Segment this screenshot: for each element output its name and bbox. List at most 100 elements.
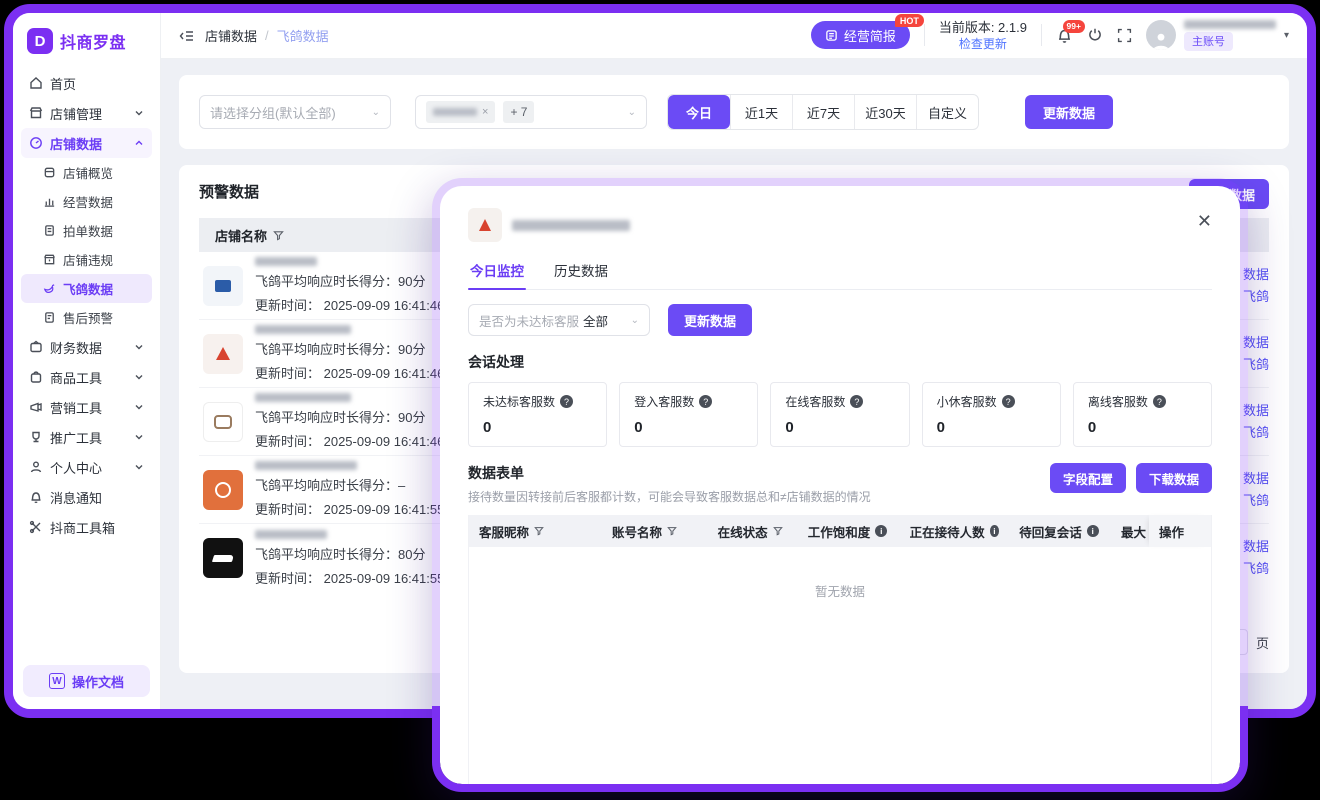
tag-close-icon[interactable]: ×	[482, 106, 489, 118]
agent-filter-select[interactable]: 是否为未达标客服 全部 ⌄	[468, 304, 650, 336]
action-link-feige[interactable]: 飞鸽	[1242, 425, 1269, 440]
sidebar-item-toolbox[interactable]: 抖商工具箱	[21, 512, 152, 542]
stat-card-logged-in: 登入客服数? 0	[619, 382, 759, 447]
col-online-status: 在线状态	[717, 525, 768, 540]
filter-funnel-icon[interactable]	[534, 526, 544, 536]
action-link-data[interactable]: 数据	[1242, 267, 1269, 282]
sidebar-item-aftersale-warning[interactable]: 售后预警	[21, 303, 152, 332]
sidebar-item-violation[interactable]: 店铺违规	[21, 245, 152, 274]
info-icon[interactable]: i	[989, 525, 1000, 537]
sidebar-item-home[interactable]: 首页	[21, 68, 152, 98]
sidebar-item-order-data[interactable]: 拍单数据	[21, 216, 152, 245]
sidebar-item-label: 营销工具	[50, 400, 103, 416]
sidebar-item-shop-manage[interactable]: 店铺管理	[21, 98, 152, 128]
blurred-shop-name	[255, 529, 327, 539]
sidebar-item-business-data[interactable]: 经营数据	[21, 187, 152, 216]
sidebar-item-goods-tools[interactable]: 商品工具	[21, 362, 152, 392]
tab-history-data[interactable]: 历史数据	[554, 264, 608, 279]
check-update-link[interactable]: 检查更新	[958, 37, 1007, 52]
action-link-data[interactable]: 数据	[1242, 335, 1269, 350]
modal-update-button[interactable]: 更新数据	[668, 304, 753, 336]
agent-table-body: 暂无数据	[469, 547, 1211, 784]
sidebar-item-shop-overview[interactable]: 店铺概览	[21, 158, 152, 187]
stat-value: 0	[634, 419, 643, 436]
action-link-feige[interactable]: 飞鸽	[1242, 357, 1269, 372]
session-section-title: 会话处理	[468, 354, 524, 370]
info-icon[interactable]: i	[875, 525, 888, 537]
app-title: 抖商罗盘	[60, 35, 127, 52]
pigeon-icon	[43, 282, 56, 295]
date-range-today[interactable]: 今日	[668, 95, 730, 129]
sidebar-item-personal-center[interactable]: 个人中心	[21, 452, 152, 482]
sidebar-item-promotion-tools[interactable]: 推广工具	[21, 422, 152, 452]
filter-funnel-icon[interactable]	[667, 526, 677, 536]
score-line: 飞鸽平均响应时长得分：90分	[255, 274, 426, 289]
sidebar-item-label: 售后预警	[63, 312, 114, 326]
megaphone-icon	[29, 400, 43, 414]
close-icon[interactable]: ✕	[1196, 211, 1212, 231]
shop-multiselect[interactable]: × + 7 ⌄	[415, 95, 647, 129]
modal-download-button[interactable]: 下载数据	[1135, 463, 1212, 493]
collapse-sidebar-icon[interactable]	[179, 29, 195, 43]
chevron-down-icon	[134, 462, 144, 472]
date-range-30d[interactable]: 近30天	[854, 95, 916, 129]
sidebar-item-label: 店铺数据	[50, 136, 103, 152]
sidebar-item-notifications[interactable]: 消息通知	[21, 482, 152, 512]
stat-label: 小休客服数	[936, 395, 997, 409]
breadcrumb-separator: /	[265, 28, 269, 43]
action-link-data[interactable]: 数据	[1242, 471, 1269, 486]
info-icon[interactable]: i	[1086, 525, 1099, 537]
help-icon[interactable]: ?	[850, 395, 864, 408]
sidebar-item-feige-data[interactable]: 飞鸽数据	[21, 274, 152, 303]
date-range-1d[interactable]: 近1天	[730, 95, 792, 129]
trophy-icon	[29, 430, 43, 444]
breadcrumb-parent[interactable]: 店铺数据	[205, 29, 258, 44]
filter-funnel-icon[interactable]	[772, 526, 783, 536]
field-config-button[interactable]: 字段配置	[1049, 463, 1126, 493]
feige-modal-frame: ✕ 今日监控 历史数据 是否为未达标客服 全部 ⌄ 更新数据 会话处理 未达标客服…	[432, 178, 1248, 792]
help-icon[interactable]: ?	[1001, 395, 1015, 408]
col-agent-nickname: 客服昵称	[479, 525, 530, 540]
sidebar-item-shop-data[interactable]: 店铺数据	[21, 128, 152, 158]
doc-w-icon: W	[48, 673, 65, 689]
sidebar-item-label: 消息通知	[50, 490, 103, 506]
action-link-data[interactable]: 数据	[1242, 403, 1269, 418]
account-menu[interactable]: 主账号 ▾	[1145, 19, 1289, 51]
blurred-username	[1183, 19, 1276, 29]
action-link-data[interactable]: 数据	[1242, 539, 1269, 554]
operation-docs-button[interactable]: W 操作文档	[23, 665, 150, 697]
date-range-custom[interactable]: 自定义	[916, 95, 978, 129]
col-pending-replies: 待回复会话	[1019, 525, 1082, 540]
action-link-feige[interactable]: 飞鸽	[1242, 289, 1269, 304]
bag-icon	[29, 370, 43, 384]
sidebar-item-finance[interactable]: 财务数据	[21, 332, 152, 362]
date-range-7d[interactable]: 近7天	[792, 95, 854, 129]
score-line: 飞鸽平均响应时长得分：90分	[255, 410, 426, 425]
group-select-placeholder: 请选择分组(默认全部)	[210, 105, 336, 121]
action-link-feige[interactable]: 飞鸽	[1242, 493, 1269, 508]
report-icon	[826, 30, 837, 41]
help-icon[interactable]: ?	[699, 395, 713, 408]
stat-value: 0	[1087, 419, 1097, 436]
chevron-down-icon	[134, 402, 144, 412]
sidebar-item-marketing-tools[interactable]: 营销工具	[21, 392, 152, 422]
gauge-icon	[29, 136, 43, 150]
feige-modal: ✕ 今日监控 历史数据 是否为未达标客服 全部 ⌄ 更新数据 会话处理 未达标客服…	[440, 186, 1240, 784]
stat-value: 0	[785, 419, 794, 436]
filter-funnel-icon[interactable]	[273, 230, 284, 241]
help-icon[interactable]: ?	[1152, 395, 1166, 408]
time-line: 更新时间： 2025-09-09 16:41:46	[255, 366, 445, 381]
sidebar-item-label: 个人中心	[50, 460, 103, 476]
account-type-badge: 主账号	[1183, 31, 1233, 51]
group-select[interactable]: 请选择分组(默认全部) ⌄	[199, 95, 391, 129]
power-icon[interactable]	[1087, 27, 1103, 43]
fullscreen-icon[interactable]	[1117, 28, 1132, 43]
blurred-shop-name	[512, 219, 630, 231]
business-report-button[interactable]: 经营简报 HOT	[810, 14, 924, 50]
notification-bell-icon[interactable]: 99+	[1056, 19, 1085, 44]
action-link-feige[interactable]: 飞鸽	[1242, 561, 1269, 576]
tab-today-monitor[interactable]: 今日监控	[468, 252, 526, 290]
help-icon[interactable]: ?	[560, 395, 574, 408]
update-data-button[interactable]: 更新数据	[1025, 95, 1114, 129]
topbar: 店铺数据 / 飞鸽数据 经营简报 HOT 当前版本: 2.1.9 检查更新	[161, 13, 1307, 59]
